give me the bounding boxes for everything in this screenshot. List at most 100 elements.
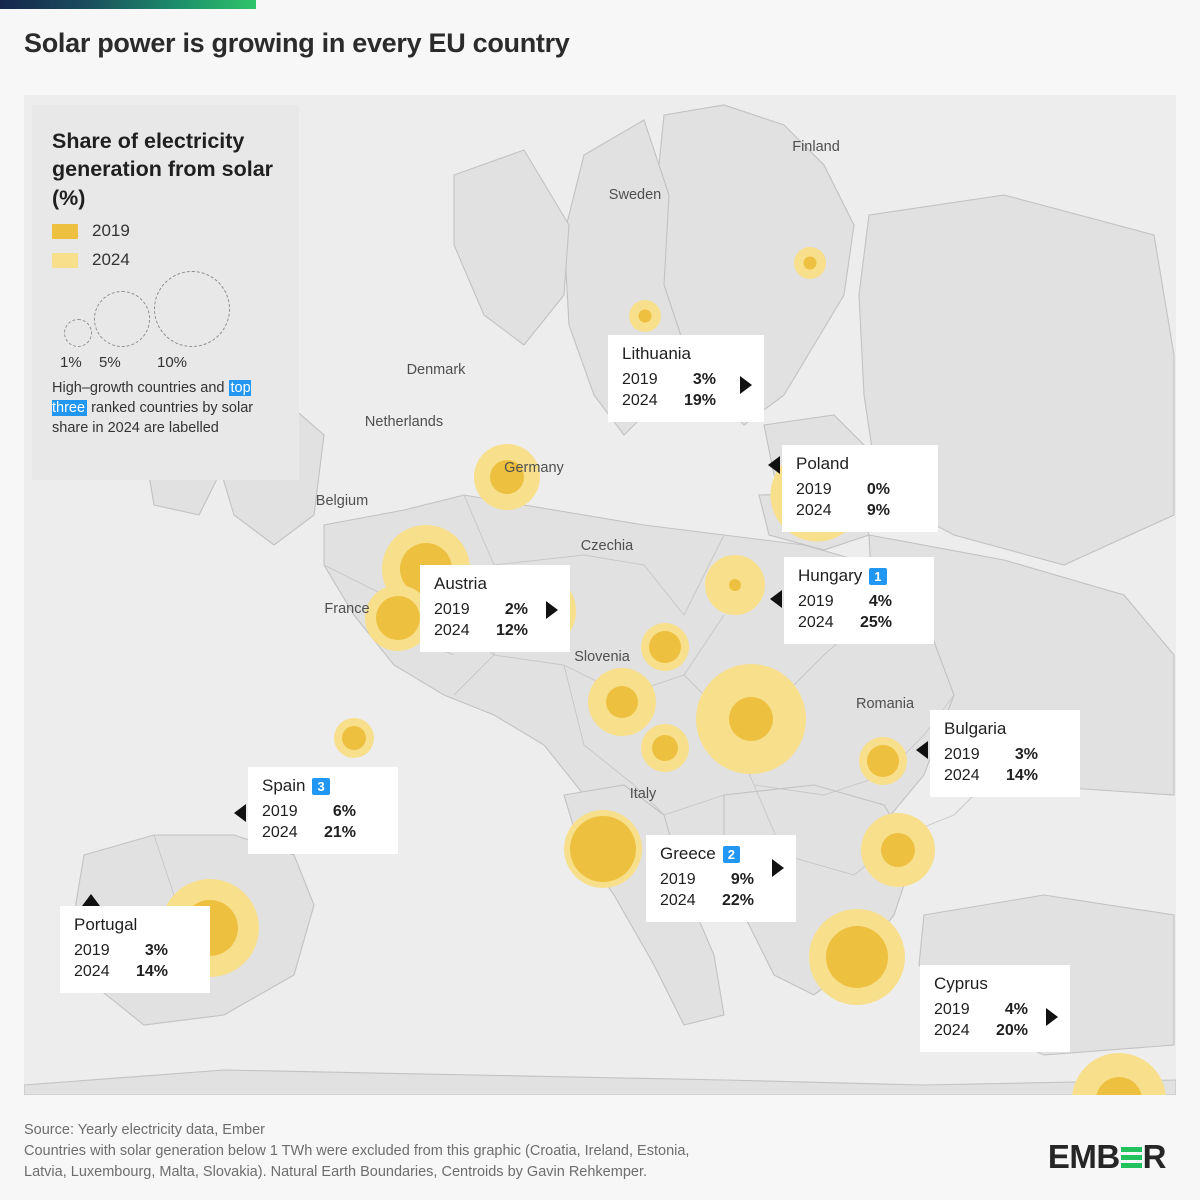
bubble-2019-romania <box>867 745 899 777</box>
callout-value-2019: 2% <box>504 601 528 618</box>
bubble-2019-bulgaria <box>881 833 915 867</box>
bubble-2019-denmark <box>490 460 524 494</box>
rank-badge: 2 <box>722 845 740 863</box>
callout-value-2019: 4% <box>1004 1001 1028 1018</box>
callout-portugal[interactable]: Portugal 2019 3% 2024 14% <box>60 906 210 993</box>
map-label-sweden: Sweden <box>608 187 662 203</box>
legend-circle-5pct <box>94 291 150 348</box>
callout-arrow-greece <box>772 859 784 877</box>
map-label-netherlands: Netherlands <box>364 414 444 430</box>
callout-year-2024: 2024 <box>622 392 658 409</box>
bubble-2019-hungary <box>729 697 773 741</box>
legend-series-2019: 2019 <box>52 221 279 241</box>
callout-year-2019: 2019 <box>944 746 980 763</box>
callout-value-2024: 9% <box>866 502 890 519</box>
callout-value-2024: 12% <box>495 622 528 639</box>
ember-logo-text-emb: EMB <box>1047 1138 1120 1175</box>
callout-year-2024: 2024 <box>262 824 298 841</box>
callout-greece[interactable]: Greece 2 2019 9% 2024 22% <box>646 835 796 922</box>
brand-accent-bar <box>0 0 256 9</box>
legend-size-label-1pct: 1% <box>60 354 82 372</box>
callout-cyprus[interactable]: Cyprus 2019 4% 2024 20% <box>920 965 1070 1052</box>
legend-series-2024: 2024 <box>52 250 279 270</box>
legend-size-scale: 1% 5% 10% <box>52 271 279 373</box>
callout-value-2024: 22% <box>721 892 754 909</box>
callout-bulgaria[interactable]: Bulgaria 2019 3% 2024 14% <box>930 710 1080 797</box>
bubble-2019-sweden <box>638 309 652 323</box>
callout-title-bulgaria: Bulgaria <box>944 719 1007 738</box>
legend-label-2024: 2024 <box>92 250 130 270</box>
footer-note-line1: Countries with solar generation below 1 … <box>24 1143 690 1160</box>
ember-bar <box>1120 1146 1142 1152</box>
legend-circle-1pct <box>64 319 92 348</box>
legend-note-part1: High–growth countries and <box>52 380 229 397</box>
ember-logo-text-r: R <box>1142 1138 1167 1175</box>
legend-panel: Share of electricity generation from sol… <box>32 105 299 480</box>
legend-note-part2: ranked countries by solar share in 2024 … <box>52 399 254 436</box>
map-label-italy: Italy <box>629 786 657 802</box>
map-label-belgium: Belgium <box>315 493 369 509</box>
callout-year-2024: 2024 <box>798 614 834 631</box>
ember-logo: EMB R <box>1047 1138 1167 1176</box>
callout-title-portugal: Portugal <box>74 915 138 934</box>
map-label-slovenia: Slovenia <box>574 649 630 665</box>
callout-austria[interactable]: Austria 2019 2% 2024 12% <box>420 565 570 652</box>
callout-value-2019: 3% <box>1014 746 1038 763</box>
bubble-2019-cyprus <box>1096 1077 1142 1095</box>
map-label-france: France <box>324 601 370 617</box>
bubble-2019-france <box>342 726 366 750</box>
page-title: Solar power is growing in every EU count… <box>24 28 570 58</box>
callout-value-2024: 19% <box>683 392 716 409</box>
callout-spain[interactable]: Spain 3 2019 6% 2024 21% <box>248 767 398 854</box>
callout-year-2024: 2024 <box>944 767 980 784</box>
map-label-finland: Finland <box>792 139 840 155</box>
callout-year-2024: 2024 <box>660 892 696 909</box>
legend-swatch-2024 <box>52 252 78 268</box>
callout-year-2024: 2024 <box>934 1022 970 1039</box>
callout-value-2019: 3% <box>692 371 716 388</box>
map-panel: Finland Sweden Denmark Netherlands Germa… <box>24 95 1176 1095</box>
callout-year-2019: 2019 <box>660 871 696 888</box>
map-label-germany: Germany <box>504 460 564 476</box>
callout-year-2019: 2019 <box>798 593 834 610</box>
callout-year-2019: 2019 <box>796 481 832 498</box>
callout-title-spain: Spain <box>262 776 306 795</box>
callout-value-2019: 0% <box>866 481 890 498</box>
rank-badge: 1 <box>869 567 887 585</box>
legend-label-2019: 2019 <box>92 221 130 241</box>
callout-year-2019: 2019 <box>934 1001 970 1018</box>
callout-arrow-cyprus <box>1046 1008 1058 1026</box>
callout-value-2024: 14% <box>135 963 168 980</box>
callout-year-2019: 2019 <box>262 803 298 820</box>
callout-arrow-hungary <box>770 590 782 608</box>
callout-value-2024: 21% <box>323 824 356 841</box>
legend-swatch-2019 <box>52 223 78 239</box>
callout-value-2019: 6% <box>332 803 356 820</box>
footer-note-line2: Latvia, Luxembourg, Malta, Slovakia). Na… <box>24 1164 648 1181</box>
bubble-2019-italy <box>570 816 636 882</box>
map-label-romania: Romania <box>855 696 915 712</box>
ember-logo-mark <box>1120 1146 1142 1168</box>
callout-lithuania[interactable]: Lithuania 2019 3% 2024 19% <box>608 335 764 422</box>
callout-poland[interactable]: Poland 2019 0% 2024 9% <box>782 445 938 532</box>
bubble-2019-czechia <box>649 631 681 663</box>
callout-value-2019: 4% <box>868 593 892 610</box>
legend-circle-10pct <box>154 271 230 348</box>
footer-source: Source: Yearly electricity data, Ember <box>24 1122 265 1138</box>
callout-arrow-bulgaria <box>916 741 928 759</box>
callout-year-2024: 2024 <box>796 502 832 519</box>
callout-title-austria: Austria <box>434 574 487 593</box>
callout-value-2019: 9% <box>730 871 754 888</box>
legend-heading: Share of electricity generation from sol… <box>52 129 274 210</box>
bubble-2019-austria <box>606 686 638 718</box>
bubble-2019-greece <box>826 926 888 988</box>
ember-bar <box>1120 1154 1142 1160</box>
legend-note: High–growth countries and top three rank… <box>52 379 279 438</box>
callout-hungary[interactable]: Hungary 1 2019 4% 2024 25% <box>784 557 934 644</box>
callout-title-lithuania: Lithuania <box>622 344 692 363</box>
callout-value-2024: 20% <box>995 1022 1028 1039</box>
legend-size-label-5pct: 5% <box>99 354 121 372</box>
ember-bar <box>1120 1162 1142 1168</box>
callout-year-2019: 2019 <box>434 601 470 618</box>
footer: Source: Yearly electricity data, Ember C… <box>24 1120 1024 1183</box>
